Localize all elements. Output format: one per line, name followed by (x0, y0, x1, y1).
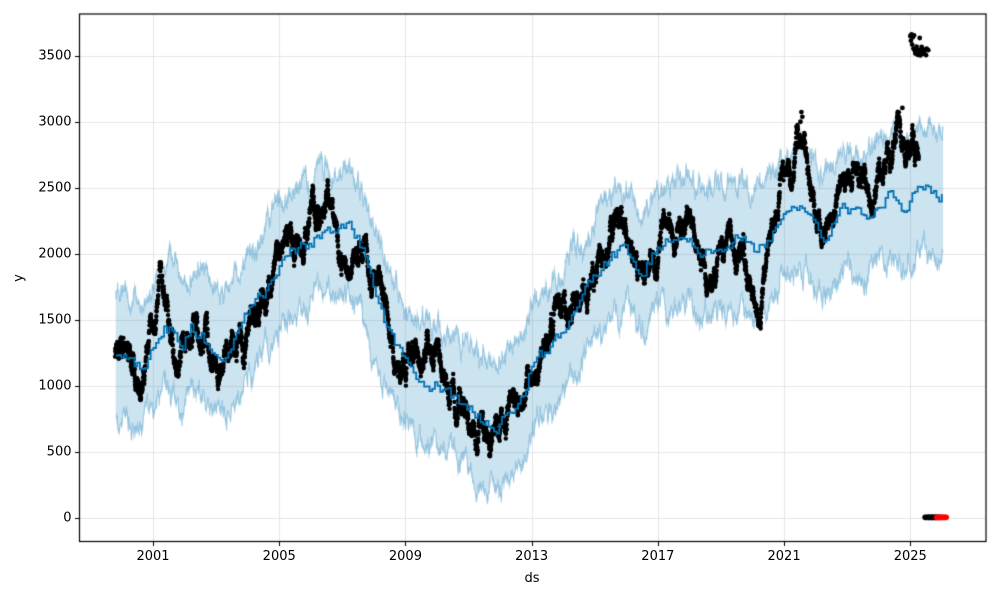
x-tick-label: 2025 (893, 548, 927, 564)
y-tick-label: 3000 (38, 114, 72, 130)
y-tick-label: 2000 (38, 246, 72, 262)
y-tick-label: 1500 (38, 312, 72, 328)
x-tick-label: 2001 (136, 548, 170, 564)
y-tick-label: 3500 (38, 48, 72, 64)
y-tick-label: 500 (46, 444, 72, 460)
x-tick-label: 2009 (388, 548, 422, 564)
x-tick-label: 2005 (262, 548, 296, 564)
x-axis-label: ds (524, 571, 540, 586)
x-tick-label: 2017 (641, 548, 675, 564)
y-tick-label: 2500 (38, 180, 72, 196)
y-axis-label: y (11, 274, 27, 282)
y-tick-label: 0 (63, 510, 72, 526)
x-tick-label: 2021 (767, 548, 801, 564)
y-tick-label: 1000 (38, 378, 72, 394)
x-tick-label: 2013 (515, 548, 549, 564)
